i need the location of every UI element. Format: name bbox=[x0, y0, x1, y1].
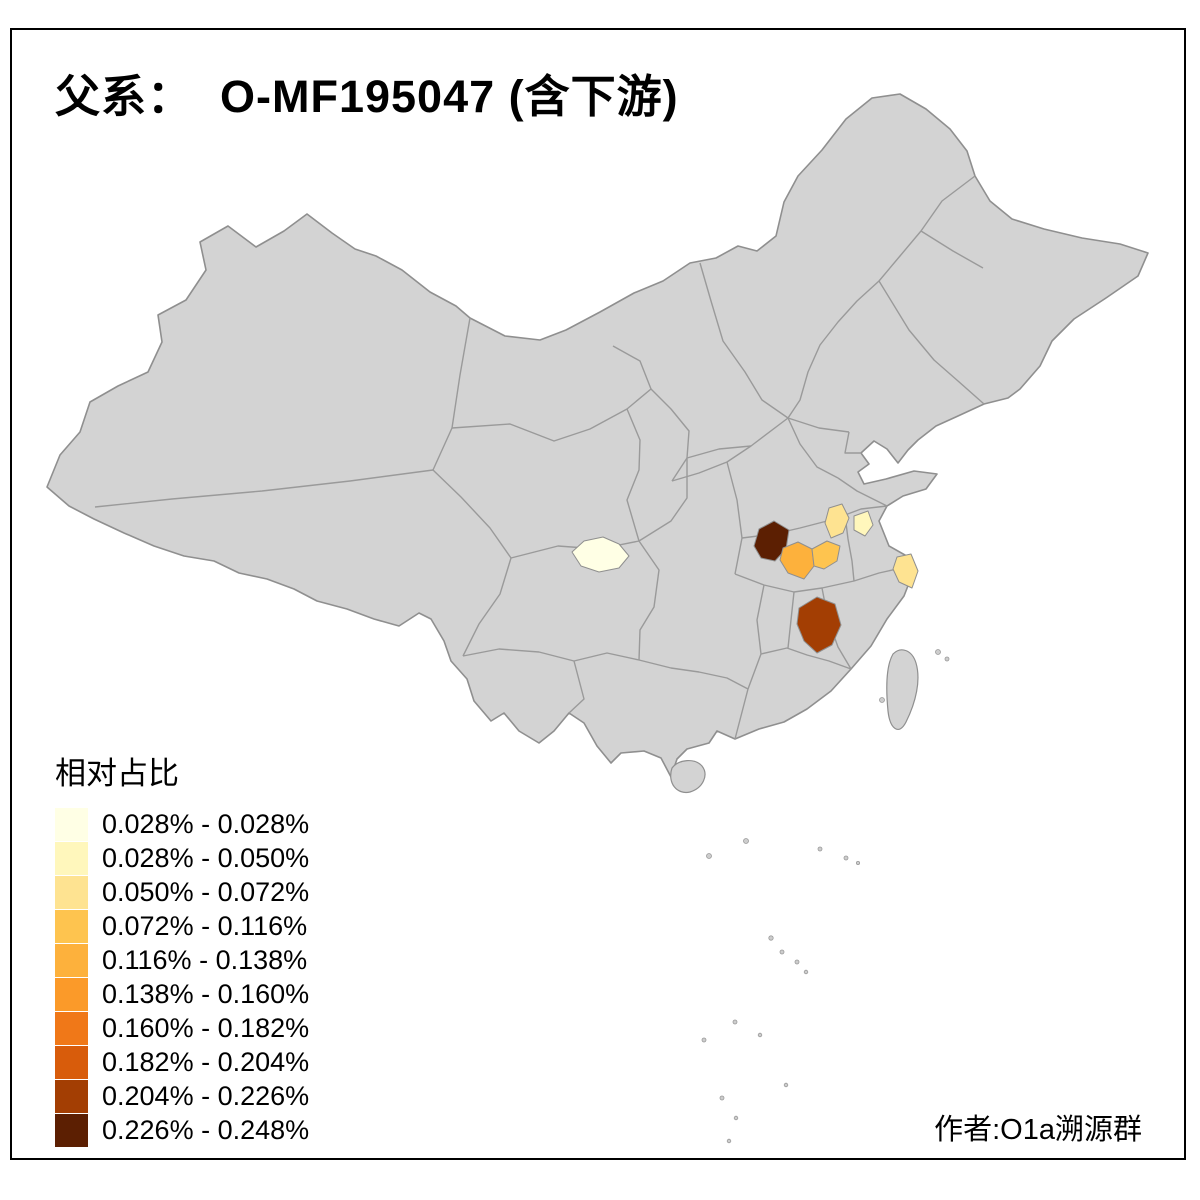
south-china-sea-islets bbox=[701, 649, 950, 1144]
highlighted-region-5 bbox=[824, 503, 850, 539]
hainan-island bbox=[670, 760, 706, 794]
legend-label: 0.204% - 0.226% bbox=[102, 1080, 310, 1111]
legend-label: 0.028% - 0.050% bbox=[102, 842, 310, 873]
legend-label: 0.050% - 0.072% bbox=[102, 876, 310, 907]
legend-label: 0.116% - 0.138% bbox=[102, 944, 308, 975]
islet bbox=[879, 697, 885, 703]
highlighted-regions bbox=[571, 503, 919, 654]
islet bbox=[743, 838, 749, 844]
border-line bbox=[787, 175, 976, 419]
border-line bbox=[699, 262, 850, 433]
legend-title: 相对占比 bbox=[55, 756, 179, 791]
border-line bbox=[568, 660, 585, 714]
legend-label: 0.226% - 0.248% bbox=[102, 1114, 310, 1145]
border-line bbox=[844, 514, 855, 582]
islet bbox=[757, 1032, 763, 1038]
legend-swatch bbox=[55, 1113, 88, 1147]
highlighted-region-1 bbox=[571, 536, 630, 573]
legend-swatch bbox=[55, 1079, 88, 1113]
islet bbox=[768, 935, 774, 941]
legend-item: 0.226% - 0.248% bbox=[55, 1113, 309, 1147]
border-line bbox=[878, 280, 985, 405]
legend-item: 0.050% - 0.072% bbox=[55, 875, 309, 909]
legend-swatch bbox=[55, 807, 88, 841]
legend-label: 0.028% - 0.028% bbox=[102, 808, 310, 839]
islet bbox=[783, 1082, 789, 1088]
border-line bbox=[837, 477, 888, 507]
islet bbox=[935, 649, 941, 655]
legend-label: 0.072% - 0.116% bbox=[102, 910, 308, 941]
taiwan-island bbox=[886, 649, 919, 730]
border-line bbox=[787, 591, 795, 649]
legend-swatch bbox=[55, 1045, 88, 1079]
legend-item: 0.072% - 0.116% bbox=[55, 909, 309, 943]
legend-swatch bbox=[55, 943, 88, 977]
legend-swatch bbox=[55, 909, 88, 943]
islet bbox=[817, 846, 823, 852]
border-line bbox=[638, 540, 660, 661]
legend: 相对占比 0.028% - 0.028% 0.028% - 0.050% 0.0… bbox=[55, 748, 309, 1147]
highlighted-region-4 bbox=[811, 540, 841, 570]
legend-swatch bbox=[55, 977, 88, 1011]
legend-item: 0.028% - 0.050% bbox=[55, 841, 309, 875]
legend-label: 0.182% - 0.204% bbox=[102, 1046, 310, 1077]
highlighted-region-6 bbox=[853, 510, 874, 537]
islet bbox=[856, 861, 861, 866]
highlighted-region-2 bbox=[753, 520, 790, 562]
border-line bbox=[451, 345, 652, 442]
islet bbox=[701, 1037, 707, 1043]
highlighted-region-7 bbox=[892, 553, 919, 589]
border-line bbox=[760, 647, 852, 670]
border-line bbox=[94, 469, 434, 508]
legend-swatch bbox=[55, 875, 88, 909]
border-line bbox=[650, 388, 690, 482]
border-line bbox=[462, 648, 749, 690]
legend-label: 0.138% - 0.160% bbox=[102, 978, 310, 1009]
islet bbox=[779, 949, 785, 955]
islet bbox=[706, 853, 712, 859]
border-line bbox=[626, 408, 641, 542]
china-mainland-outline bbox=[46, 93, 1149, 778]
islet bbox=[733, 1115, 739, 1121]
page-title: 父系： O-MF195047 (含下游) bbox=[55, 71, 679, 122]
border-line bbox=[844, 431, 861, 454]
legend-item: 0.116% - 0.138% bbox=[55, 943, 309, 977]
islet bbox=[726, 1138, 732, 1144]
islet bbox=[843, 855, 849, 861]
legend-item: 0.138% - 0.160% bbox=[55, 977, 309, 1011]
border-line bbox=[920, 230, 984, 269]
islet bbox=[803, 969, 809, 975]
highlighted-region-8 bbox=[796, 596, 842, 654]
islet bbox=[732, 1019, 738, 1025]
legend-item: 0.182% - 0.204% bbox=[55, 1045, 309, 1079]
islet bbox=[944, 656, 950, 662]
border-line bbox=[726, 461, 743, 575]
legend-item: 0.160% - 0.182% bbox=[55, 1011, 309, 1045]
border-line bbox=[787, 417, 839, 479]
legend-item: 0.028% - 0.028% bbox=[55, 807, 309, 841]
border-line bbox=[432, 317, 471, 471]
author-credit: 作者:O1a溯源群 bbox=[934, 1114, 1142, 1146]
islet bbox=[794, 959, 800, 965]
legend-label: 0.160% - 0.182% bbox=[102, 1012, 310, 1043]
border-line bbox=[686, 445, 752, 459]
province-borders bbox=[94, 175, 985, 740]
islet bbox=[719, 1095, 725, 1101]
legend-swatch bbox=[55, 841, 88, 875]
legend-item: 0.204% - 0.226% bbox=[55, 1079, 309, 1113]
legend-swatch bbox=[55, 1011, 88, 1045]
